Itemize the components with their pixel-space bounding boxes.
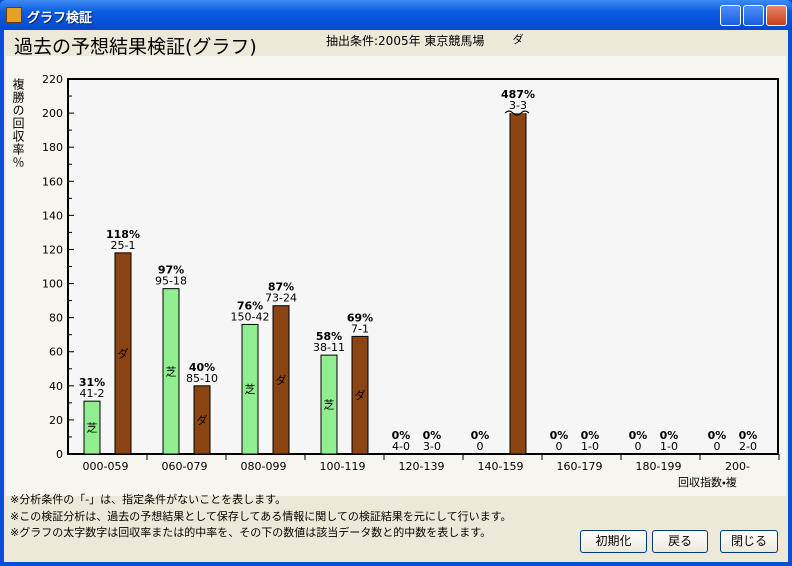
minimize-button[interactable]	[720, 5, 741, 26]
bar-series-label: 芝	[324, 399, 335, 412]
count-label: 7-1	[351, 322, 369, 335]
count-label: 0	[714, 440, 721, 453]
value-label: 0%	[392, 429, 411, 442]
count-label: 2-0	[739, 440, 757, 453]
close-dialog-button[interactable]: 閉じる	[720, 530, 778, 553]
y-axis-label: 複勝の回収率％	[11, 78, 25, 169]
note: ※この検証分析は、過去の予想結果として保存してある情報に関しての検証結果を元にし…	[10, 510, 512, 523]
x-tick-label: 000-059	[83, 460, 129, 473]
value-label: 0%	[739, 429, 758, 442]
close-button[interactable]	[766, 5, 787, 26]
count-label: 150-42	[231, 310, 270, 323]
bar	[83, 400, 101, 454]
client-area: 回収指数・複 0 20 40 60 80 100 120 140 160 180 200 220 000…	[4, 30, 788, 562]
x-tick-label: 060-079	[162, 460, 208, 473]
count-label: 41-2	[80, 387, 105, 400]
value-label: 118%	[106, 228, 140, 241]
title-bar: グラフ検証	[0, 0, 792, 30]
value-label: 0%	[660, 429, 679, 442]
condition: 抽出条件:2005年 東京競馬場	[326, 34, 485, 48]
value-label: 0%	[471, 429, 490, 442]
y-tick-label: 160	[42, 175, 63, 188]
value-label: 40%	[189, 361, 215, 374]
count-label: 0	[556, 440, 563, 453]
x-tick-label: 180-199	[636, 460, 682, 473]
count-label: 1-0	[660, 440, 678, 453]
count-label: 73-24	[265, 292, 297, 305]
y-tick-label: 200	[42, 107, 63, 120]
count-label: 95-18	[155, 275, 187, 288]
value-label: 97%	[158, 264, 184, 277]
count-label: 85-10	[186, 372, 218, 385]
count-label: 4-0	[392, 440, 410, 453]
y-tick-label: 20	[49, 414, 63, 427]
y-tick-label: 140	[42, 209, 63, 222]
axis-break	[504, 110, 530, 116]
value-label: 58%	[316, 330, 342, 343]
count-label: 1-0	[581, 440, 599, 453]
x-axis-label: 回収指数・複	[678, 475, 737, 489]
count-label: 3-0	[423, 440, 441, 453]
window-title: グラフ検証	[27, 11, 93, 26]
value-label: 87%	[268, 281, 294, 294]
x-tick-label: 200-	[725, 460, 750, 473]
y-tick-label: 180	[42, 141, 63, 154]
value-label: 31%	[79, 376, 105, 389]
bar-series-label: 芝	[166, 365, 177, 378]
x-tick-label: 080-099	[241, 460, 287, 473]
value-label: 69%	[347, 311, 373, 324]
value-label: 0%	[581, 429, 600, 442]
note: ※分析条件の「-」は、指定条件がないことを表します。	[10, 493, 287, 506]
value-label: 0%	[629, 429, 648, 442]
bar	[272, 305, 290, 454]
y-tick-label: 60	[49, 346, 63, 359]
bar	[351, 335, 369, 454]
reset-button[interactable]: 初期化	[580, 530, 647, 553]
back-button[interactable]: 戻る	[652, 530, 708, 553]
bar	[241, 323, 259, 454]
bar	[114, 252, 132, 454]
bar	[162, 288, 180, 454]
app-icon	[6, 7, 22, 23]
value-label: 487%	[501, 88, 535, 101]
bar-series-label: 芝	[245, 383, 256, 396]
maximize-button[interactable]	[743, 5, 764, 26]
count-label: 38-11	[313, 341, 345, 354]
bar-series-label: ダ	[355, 388, 366, 402]
bar	[193, 385, 211, 454]
y-tick-label: 80	[49, 312, 63, 325]
bar	[509, 113, 527, 454]
y-tick-label: 40	[49, 380, 63, 393]
x-tick-label: 140-159	[478, 460, 524, 473]
chart: 回収指数・複 020406080100120140160180200220000…	[6, 32, 786, 496]
x-tick-label: 100-119	[320, 460, 366, 473]
y-tick-label: 120	[42, 243, 63, 256]
y-tick-label: 220	[42, 73, 63, 86]
bar-series-label: ダ	[513, 32, 524, 46]
value-label: 0%	[708, 429, 727, 442]
y-tick-label: 0	[56, 448, 63, 461]
x-tick-label: 120-139	[399, 460, 445, 473]
y-tick-label: 100	[42, 278, 63, 291]
value-label: 0%	[550, 429, 569, 442]
bar-series-label: 芝	[87, 422, 98, 435]
note: ※グラフの太字数字は回収率または的中率を、その下の数値は該当データ数と的中数を表…	[10, 526, 492, 539]
bar-series-label: ダ	[197, 413, 208, 427]
value-label: 0%	[423, 429, 442, 442]
value-label: 76%	[237, 299, 263, 312]
bar	[320, 354, 338, 454]
count-label: 0	[635, 440, 642, 453]
page-title: 過去の予想結果検証(グラフ)	[14, 36, 257, 58]
bar-series-label: ダ	[276, 373, 287, 387]
plot-area	[67, 78, 779, 455]
count-label: 3-3	[509, 99, 527, 112]
count-label: 0	[477, 440, 484, 453]
x-tick-label: 160-179	[557, 460, 603, 473]
bar-series-label: ダ	[118, 346, 129, 360]
count-label: 25-1	[111, 239, 136, 252]
